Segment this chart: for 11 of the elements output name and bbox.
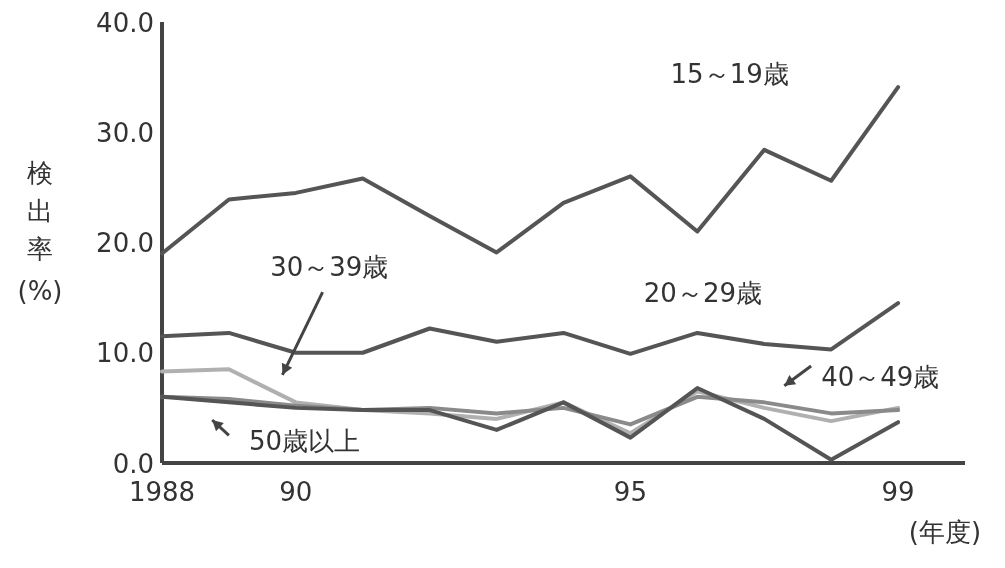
- xlabel: (年度): [908, 517, 982, 547]
- xtick: 99: [881, 477, 915, 507]
- ytick: 40.0: [96, 7, 154, 38]
- xtick: 90: [279, 477, 313, 507]
- ylabel: 検出率(%): [17, 158, 63, 306]
- xtick: 1988: [128, 477, 196, 507]
- xtick: 95: [613, 477, 647, 507]
- ytick: 0.0: [112, 448, 154, 479]
- ytick: 30.0: [96, 117, 154, 148]
- ytick: 20.0: [96, 228, 154, 258]
- ytick: 10.0: [96, 338, 154, 369]
